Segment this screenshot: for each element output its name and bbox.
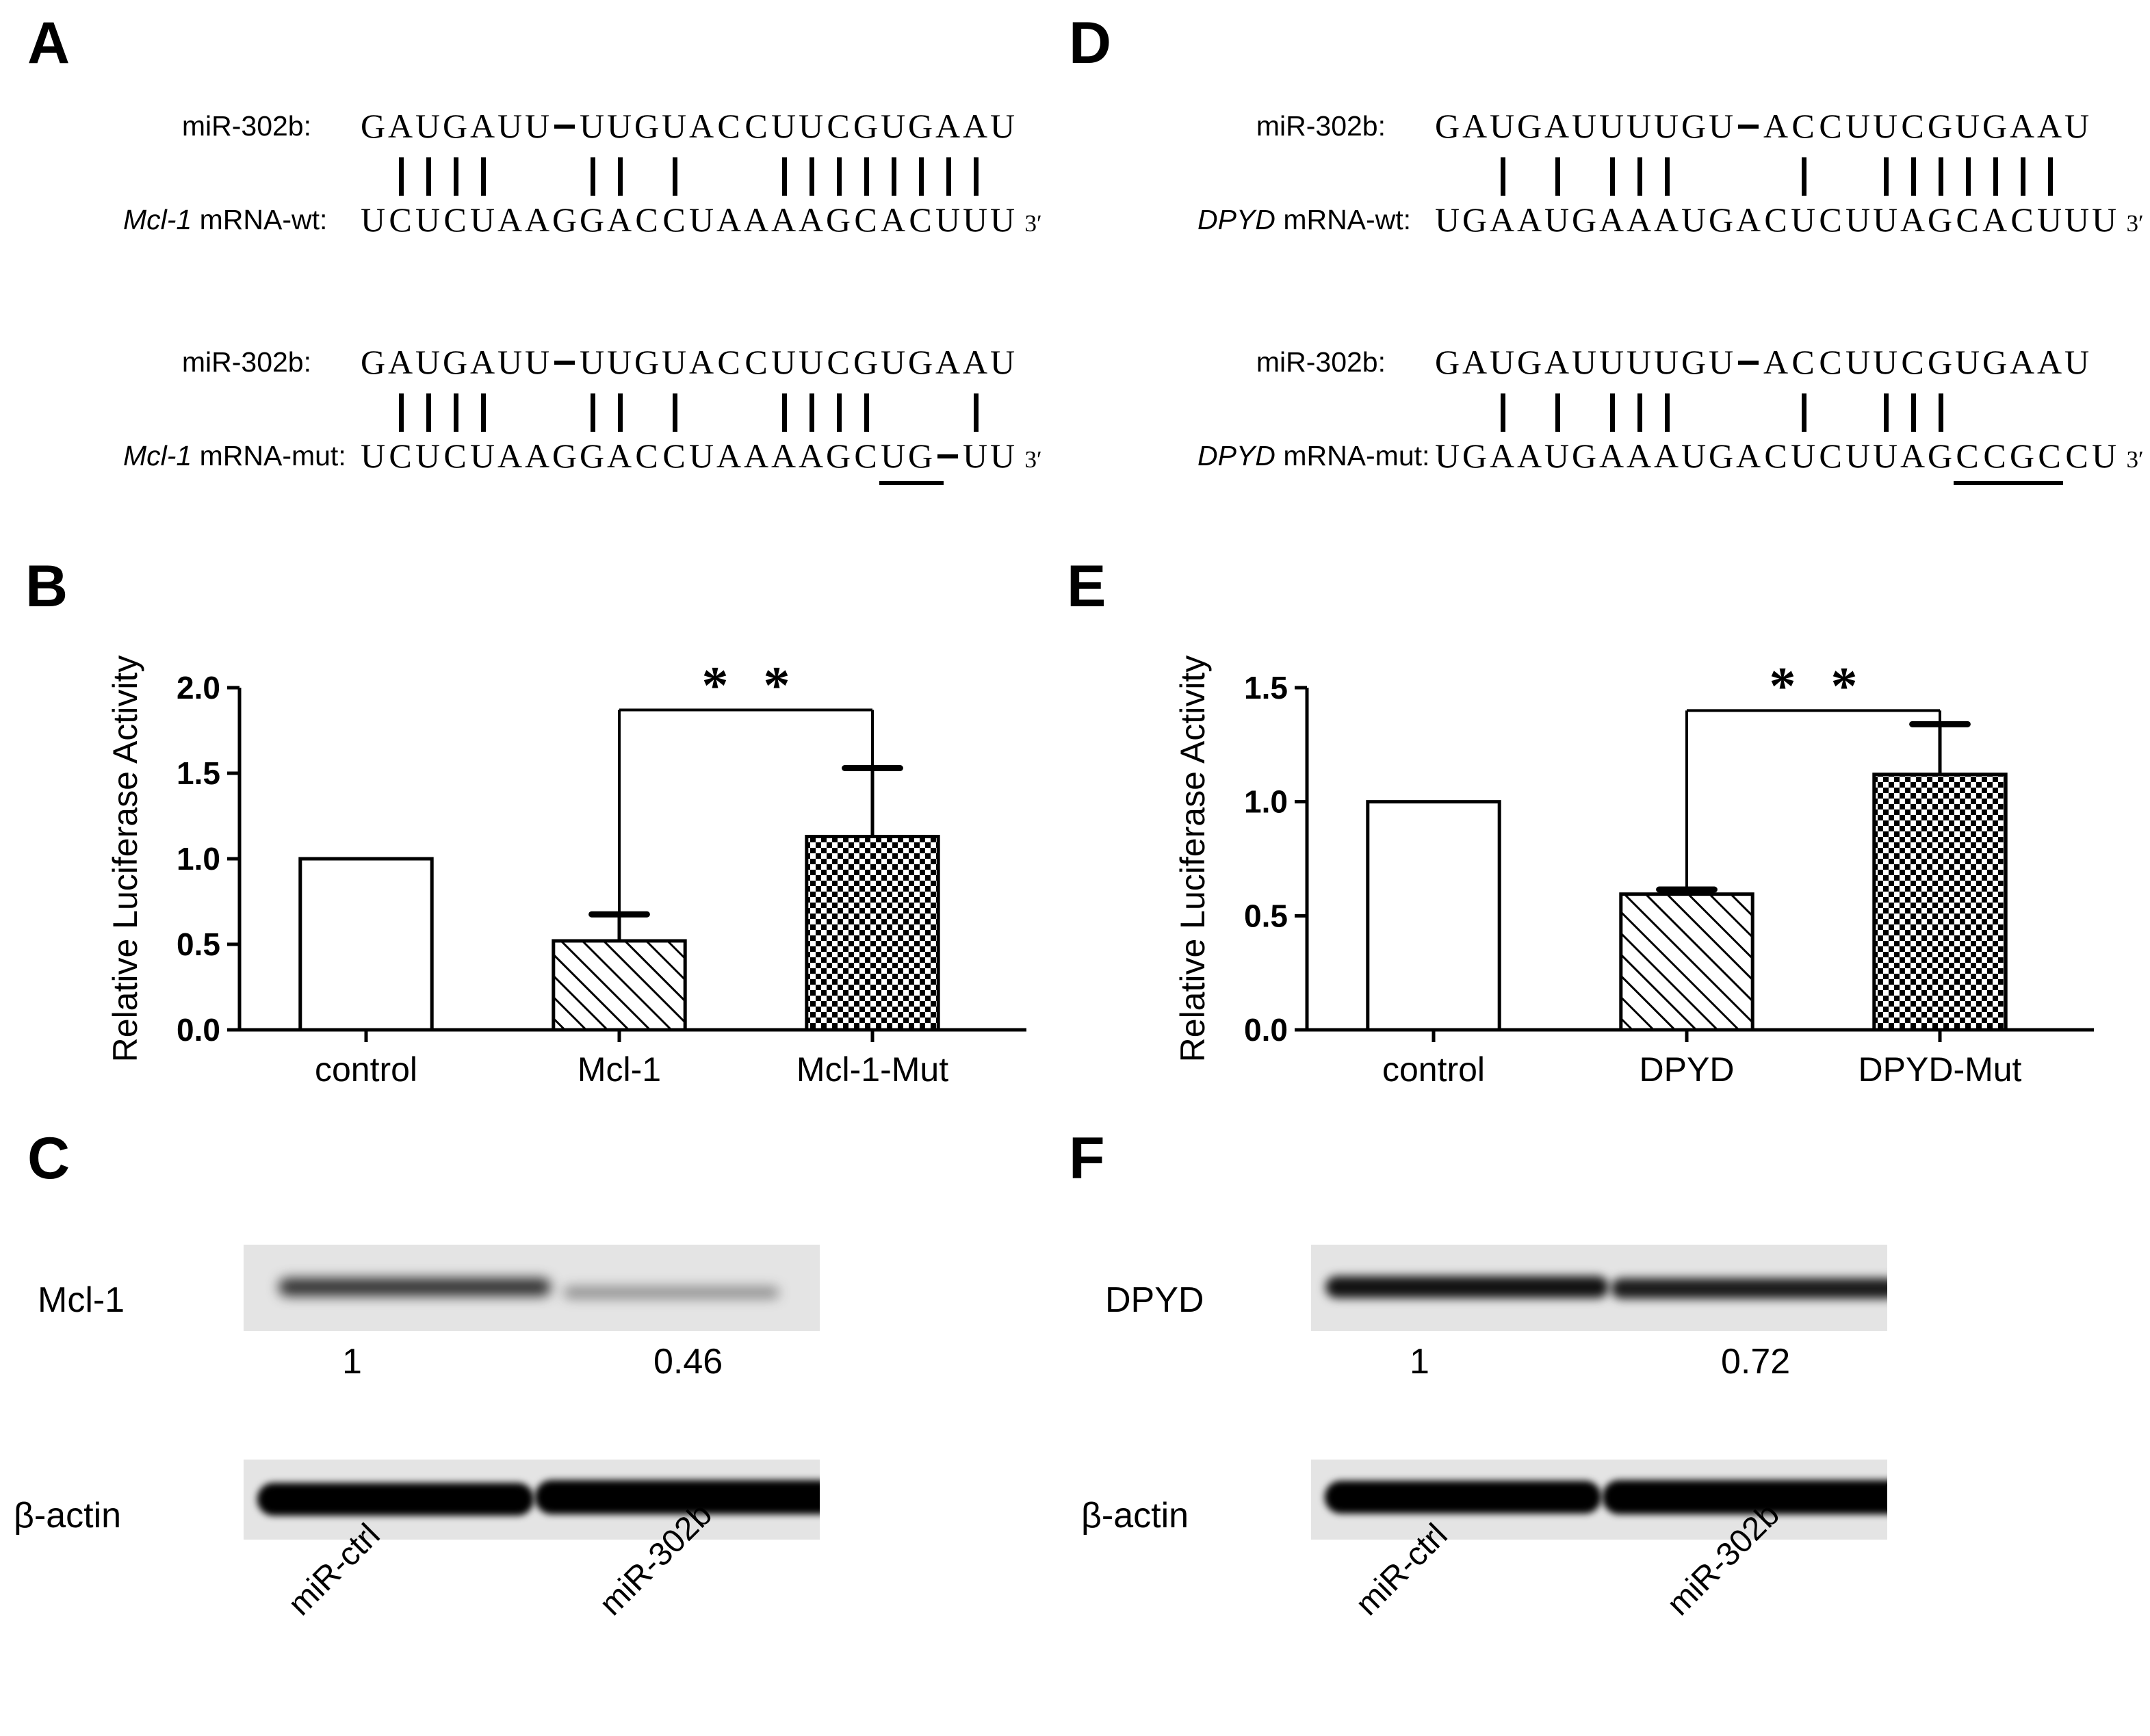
svg-text:DPYD-Mut: DPYD-Mut [1858,1050,2022,1089]
svg-text:Relative Luciferase Activity: Relative Luciferase Activity [106,656,144,1063]
svg-text:0.0: 0.0 [177,1012,220,1048]
svg-text:1.5: 1.5 [1244,670,1288,705]
svg-text:*: * [1770,656,1796,715]
svg-text:DPYD: DPYD [1640,1050,1735,1089]
svg-text:1.0: 1.0 [1244,784,1288,820]
svg-text:2.0: 2.0 [177,670,220,705]
svg-text:1.0: 1.0 [177,841,220,877]
svg-text:*: * [702,656,729,715]
svg-text:control: control [1382,1050,1485,1089]
svg-text:*: * [1831,656,1858,715]
svg-text:0.5: 0.5 [1244,898,1288,933]
svg-text:Relative Luciferase Activity: Relative Luciferase Activity [1174,656,1212,1063]
svg-text:Mcl-1: Mcl-1 [578,1050,661,1089]
svg-text:1.5: 1.5 [177,755,220,791]
svg-text:0.5: 0.5 [177,927,220,962]
svg-text:Mcl-1-Mut: Mcl-1-Mut [796,1050,948,1089]
svg-text:0.0: 0.0 [1244,1012,1288,1048]
svg-text:*: * [764,656,790,715]
svg-text:control: control [315,1050,417,1089]
